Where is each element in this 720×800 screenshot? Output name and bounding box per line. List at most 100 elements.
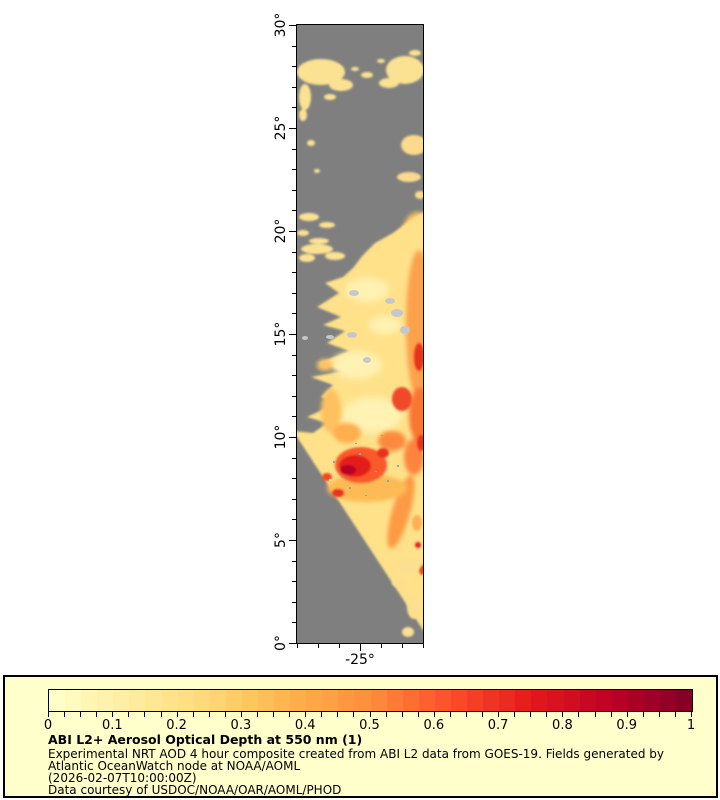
- lon-minor-tick: [297, 644, 298, 648]
- lat-minor-tick: [292, 396, 296, 397]
- colorbar-step: [129, 690, 146, 711]
- colorbar-tick: [659, 712, 660, 717]
- cloud-pixels: [302, 290, 410, 363]
- lon-minor-tick: [381, 644, 382, 648]
- colorbar-step: [322, 690, 339, 711]
- colorbar-tick: [643, 712, 644, 717]
- colorbar-step: [49, 690, 66, 711]
- colorbar-tick: [273, 712, 274, 717]
- lat-tick-label: 25°: [273, 115, 289, 141]
- colorbar-tick: [289, 712, 290, 717]
- lat-minor-tick: [292, 66, 296, 67]
- colorbar-step: [483, 690, 500, 711]
- colorbar-tick: [562, 712, 563, 717]
- aod-highlights: [332, 278, 402, 433]
- lat-minor-tick: [292, 416, 296, 417]
- no-data-holes: [297, 321, 323, 424]
- colorbar-tick: [64, 712, 65, 717]
- lat-minor-tick: [292, 107, 296, 108]
- colorbar-tick: [418, 712, 419, 717]
- colorbar-step: [643, 690, 660, 711]
- colorbar-step: [627, 690, 644, 711]
- lon-minor-tick: [339, 644, 340, 648]
- colorbar-tick-label: 0.1: [101, 718, 123, 733]
- colorbar-tick: [530, 712, 531, 717]
- colorbar-tick-label: 0: [43, 718, 53, 733]
- colorbar-step: [193, 690, 210, 711]
- colorbar-step: [241, 690, 259, 711]
- lat-minor-tick: [292, 561, 296, 562]
- lat-tick-label: 15°: [273, 321, 289, 347]
- lat-major-tick: [289, 540, 296, 541]
- colorbar-step: [338, 690, 355, 711]
- colorbar-tick: [514, 712, 515, 717]
- colorbar-tick: [337, 712, 338, 717]
- colorbar-step: [145, 690, 162, 711]
- colorbar-tick: [434, 712, 435, 717]
- colorbar-tick: [225, 712, 226, 717]
- colorbar-step: [177, 690, 194, 711]
- colorbar-tick: [386, 712, 387, 717]
- colorbar-tick: [80, 712, 81, 717]
- colorbar-tick: [128, 712, 129, 717]
- colorbar-tick: [675, 712, 676, 717]
- colorbar-tick: [450, 712, 451, 717]
- cloud-speckles: [333, 435, 399, 496]
- lat-minor-tick: [292, 272, 296, 273]
- colorbar-step: [354, 690, 371, 711]
- lat-minor-tick: [292, 313, 296, 314]
- colorbar-tick: [305, 712, 306, 717]
- lat-minor-tick: [292, 149, 296, 150]
- lat-minor-tick: [292, 190, 296, 191]
- colorbar-tick: [611, 712, 612, 717]
- colorbar-tick-label: 0.8: [552, 718, 573, 733]
- lat-major-tick: [289, 128, 296, 129]
- colorbar-tick: [193, 712, 194, 717]
- colorbar-tick-label: 1: [686, 718, 696, 733]
- map-panel: [296, 24, 424, 644]
- colorbar-step: [290, 690, 307, 711]
- colorbar-step: [467, 690, 484, 711]
- lat-minor-tick: [292, 519, 296, 520]
- lon-minor-tick: [318, 644, 319, 648]
- colorbar-tick: [48, 712, 49, 717]
- colorbar-step: [547, 690, 564, 711]
- colorbar-tick: [161, 712, 162, 717]
- colorbar-step: [579, 690, 596, 711]
- colorbar-tick: [546, 712, 547, 717]
- lat-tick-label: 30°: [273, 12, 289, 38]
- lat-minor-tick: [292, 293, 296, 294]
- colorbar-tick: [257, 712, 258, 717]
- colorbar-step: [209, 690, 226, 711]
- aod-patch-bottom-right: [392, 515, 422, 637]
- colorbar-step: [563, 690, 580, 711]
- colorbar-step: [515, 690, 532, 711]
- colorbar-step: [113, 690, 130, 711]
- swath-edge-specks: [309, 449, 396, 576]
- lat-minor-tick: [292, 252, 296, 253]
- lon-major-tick: [360, 644, 361, 651]
- lat-minor-tick: [292, 46, 296, 47]
- colorbar-tick: [498, 712, 499, 717]
- colorbar-tick: [370, 712, 371, 717]
- caption-description: Experimental NRT AOD 4 hour composite cr…: [48, 746, 664, 773]
- colorbar-step: [306, 690, 323, 711]
- colorbar-tick-label: 0.2: [166, 718, 187, 733]
- aod-patch-mid-specks: [297, 135, 423, 262]
- caption-timestamp: (2026-02-07T10:00:00Z): [48, 770, 197, 785]
- aod-red-plume: [322, 343, 423, 575]
- colorbar-step: [161, 690, 178, 711]
- lat-minor-tick: [292, 87, 296, 88]
- colorbar-tick: [578, 712, 579, 717]
- lat-major-tick: [289, 25, 296, 26]
- colorbar-tick: [402, 712, 403, 717]
- lat-minor-tick: [292, 622, 296, 623]
- colorbar-step: [611, 690, 628, 711]
- colorbar-tick-label: 0.6: [423, 718, 445, 733]
- colorbar-tick-label: 0.4: [294, 718, 316, 733]
- colorbar-tick: [595, 712, 596, 717]
- caption-title: ABI L2+ Aerosol Optical Depth at 550 nm …: [48, 732, 363, 747]
- colorbar: [48, 689, 693, 712]
- colorbar-tick: [144, 712, 145, 717]
- lat-minor-tick: [292, 581, 296, 582]
